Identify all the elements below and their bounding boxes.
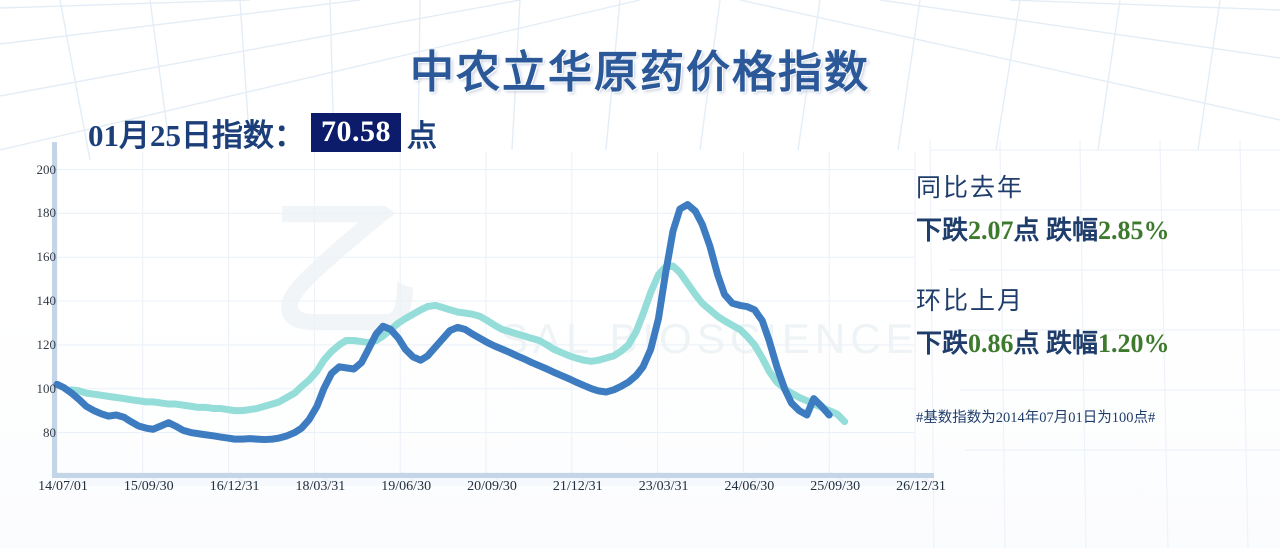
- mom-block: 环比上月 下跌0.86点 跌幅1.20%: [916, 281, 1266, 360]
- yoy-block: 同比去年 下跌2.07点 跌幅2.85%: [916, 168, 1266, 247]
- x-axis-tick: 19/06/30: [381, 479, 432, 494]
- y-axis-tick: 120: [36, 336, 57, 352]
- summary-panel: 同比去年 下跌2.07点 跌幅2.85% 环比上月 下跌0.86点 跌幅1.20…: [916, 168, 1266, 394]
- x-axis-tick: 16/12/31: [209, 479, 260, 494]
- x-axis-tick: 14/07/01: [38, 479, 88, 494]
- x-axis-labels: 14/07/01 15/09/30 16/12/31 18/03/31 19/06/30…: [0, 479, 1280, 503]
- index-readout-prefix: 01月25日指数：: [88, 118, 305, 153]
- index-value-badge: 70.58: [311, 112, 401, 153]
- mom-prefix: 下跌: [916, 329, 969, 358]
- y-axis-tick: 80: [43, 424, 56, 440]
- yoy-prefix: 下跌: [916, 216, 969, 245]
- x-axis-tick: 15/09/30: [123, 479, 174, 494]
- base-index-footnote: #基数指数为2014年07月01日为100点#: [916, 410, 1156, 426]
- mom-points: 0.86: [968, 329, 1014, 358]
- x-axis-tick: 18/03/31: [295, 479, 346, 494]
- mom-heading: 环比上月: [916, 288, 1025, 315]
- mom-body: 下跌0.86点 跌幅1.20%: [916, 323, 1266, 360]
- yoy-points: 2.07: [968, 216, 1014, 245]
- y-axis-labels: 80 100 120 140 160 180 200: [12, 0, 57, 548]
- y-axis-tick: 200: [36, 161, 57, 177]
- y-axis-tick: 160: [36, 249, 57, 265]
- yoy-heading: 同比去年: [916, 175, 1025, 202]
- x-axis-tick: 25/09/30: [810, 479, 861, 494]
- index-readout-unit: 点: [407, 119, 437, 153]
- x-axis-tick: 23/03/31: [638, 479, 689, 494]
- y-axis-tick: 140: [36, 293, 57, 309]
- yoy-body: 下跌2.07点 跌幅2.85%: [916, 210, 1266, 247]
- x-axis-tick: 21/12/31: [552, 479, 603, 494]
- yoy-mid: 点 跌幅: [1013, 216, 1099, 245]
- x-axis-tick: 26/12/31: [896, 479, 946, 494]
- mom-mid: 点 跌幅: [1013, 329, 1099, 358]
- mom-percent: 1.20%: [1098, 329, 1170, 358]
- page-title: 中农立华原药价格指数: [410, 48, 870, 97]
- index-readout: 01月25日指数： 70.58 点: [88, 110, 437, 155]
- y-axis-tick: 100: [36, 380, 57, 396]
- x-axis-tick: 20/09/30: [467, 479, 517, 494]
- y-axis-tick: 180: [36, 205, 57, 221]
- x-axis-tick: 24/06/30: [724, 479, 775, 494]
- yoy-percent: 2.85%: [1098, 216, 1170, 245]
